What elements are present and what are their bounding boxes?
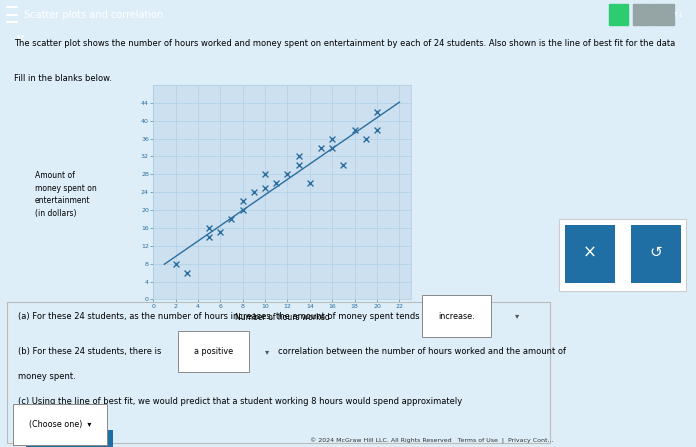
Point xyxy=(226,215,237,223)
Point xyxy=(372,108,383,115)
Text: ↑↓: ↑↓ xyxy=(673,12,684,18)
Text: (b) For these 24 students, there is: (b) For these 24 students, there is xyxy=(18,347,161,356)
Text: ▾: ▾ xyxy=(264,347,269,356)
Point xyxy=(349,126,361,133)
Text: ↺: ↺ xyxy=(649,245,663,260)
Point xyxy=(326,144,338,151)
Text: correlation between the number of hours worked and the amount of: correlation between the number of hours … xyxy=(278,347,567,356)
Text: money spent.: money spent. xyxy=(18,372,76,381)
Text: ×: × xyxy=(583,243,596,261)
Point xyxy=(170,260,181,267)
Point xyxy=(237,198,248,205)
Bar xyxy=(633,4,653,25)
Bar xyxy=(564,225,615,283)
Text: v: v xyxy=(17,33,24,43)
Text: (a) For these 24 students, as the number of hours increases, the amount of money: (a) For these 24 students, as the number… xyxy=(18,312,430,320)
Bar xyxy=(26,430,113,447)
Text: 6 dollars.: 6 dollars. xyxy=(29,434,66,443)
Point xyxy=(326,135,338,142)
Bar xyxy=(654,4,674,25)
Point xyxy=(271,180,282,187)
Bar xyxy=(609,4,628,25)
Text: increase.: increase. xyxy=(438,312,475,320)
Point xyxy=(260,184,271,191)
Point xyxy=(315,144,326,151)
Point xyxy=(248,189,260,196)
Point xyxy=(361,135,372,142)
Bar xyxy=(560,219,686,291)
Text: ▾: ▾ xyxy=(514,312,519,320)
Point xyxy=(338,162,349,169)
Point xyxy=(215,229,226,236)
Point xyxy=(282,171,293,178)
Point xyxy=(203,224,214,232)
Text: (c) Using the line of best fit, we would predict that a student working 8 hours : (c) Using the line of best fit, we would… xyxy=(18,397,462,406)
Text: a positive: a positive xyxy=(194,347,233,356)
Text: The scatter plot shows the number of hours worked and money spent on entertainme: The scatter plot shows the number of hou… xyxy=(14,39,675,48)
Text: Fill in the blanks below.: Fill in the blanks below. xyxy=(14,74,111,83)
Point xyxy=(304,180,315,187)
Point xyxy=(181,269,192,276)
Text: Scatter plots and correlation: Scatter plots and correlation xyxy=(24,10,164,20)
X-axis label: Number of hours worked: Number of hours worked xyxy=(235,313,329,322)
Text: (Choose one)  ▾: (Choose one) ▾ xyxy=(29,420,91,429)
Point xyxy=(372,126,383,133)
Point xyxy=(260,171,271,178)
Bar xyxy=(631,225,681,283)
Point xyxy=(293,162,304,169)
Point xyxy=(237,207,248,214)
Point xyxy=(203,233,214,240)
Point xyxy=(293,153,304,160)
Text: © 2024 McGraw Hill LLC. All Rights Reserved   Terms of Use  |  Privacy Cont...: © 2024 McGraw Hill LLC. All Rights Reser… xyxy=(310,439,553,444)
Text: Amount of
money spent on
entertainment
(in dollars): Amount of money spent on entertainment (… xyxy=(35,171,97,218)
